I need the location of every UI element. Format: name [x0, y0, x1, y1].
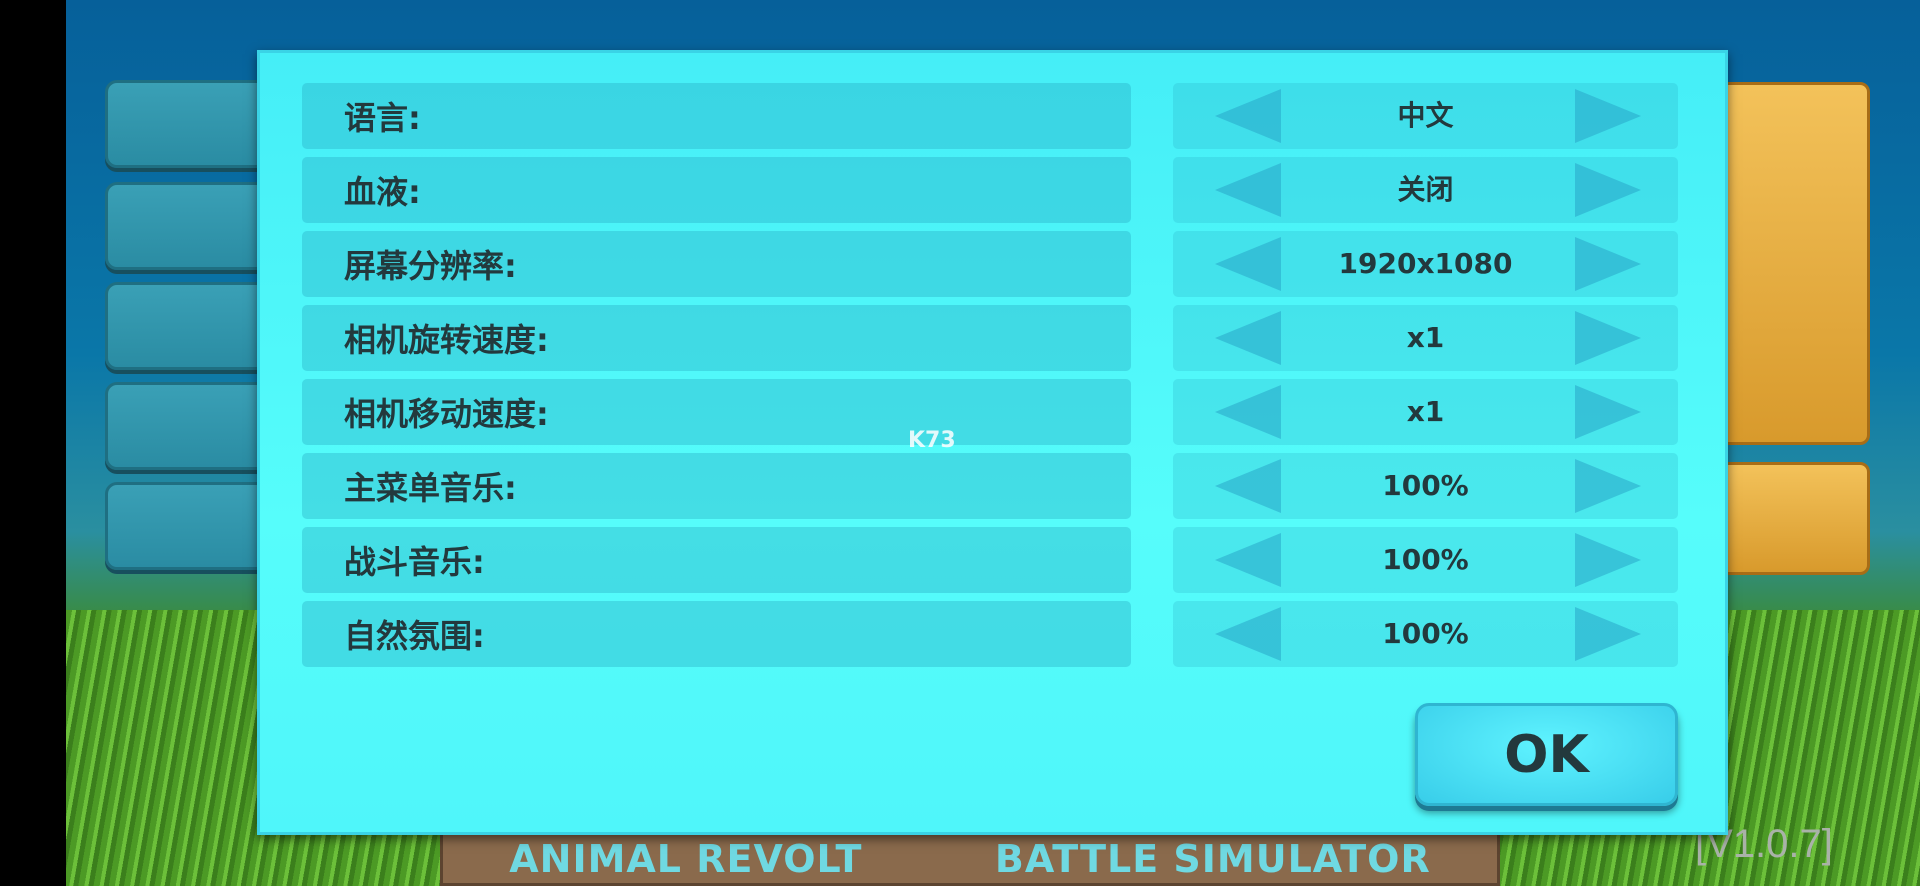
setting-selector: x1 [1173, 379, 1678, 445]
setting-value: 100% [1382, 617, 1469, 650]
arrow-left-icon[interactable] [1215, 163, 1281, 217]
setting-value: 关闭 [1397, 173, 1454, 206]
setting-label: 血液: [302, 157, 1131, 223]
settings-dialog: 语言: 中文 血液: 关闭 屏幕分辨率: 1920x1080 相机旋转速度: x… [257, 50, 1728, 835]
setting-label: 语言: [302, 83, 1131, 149]
ok-button[interactable]: OK [1415, 703, 1678, 806]
setting-row: 屏幕分辨率: 1920x1080 [302, 231, 1678, 297]
setting-value: 100% [1382, 543, 1469, 576]
arrow-left-icon[interactable] [1215, 89, 1281, 143]
logo-left-text: ANIMAL REVOLT [509, 837, 863, 881]
menu-button-4[interactable] [105, 382, 275, 470]
setting-selector: 100% [1173, 527, 1678, 593]
setting-label: 战斗音乐: [302, 527, 1131, 593]
arrow-left-icon[interactable] [1215, 533, 1281, 587]
arrow-right-icon[interactable] [1575, 385, 1641, 439]
arrow-left-icon[interactable] [1215, 607, 1281, 661]
setting-label: 相机旋转速度: [302, 305, 1131, 371]
setting-selector: 100% [1173, 453, 1678, 519]
menu-button-3[interactable] [105, 282, 275, 370]
arrow-right-icon[interactable] [1575, 237, 1641, 291]
setting-row: 相机移动速度: x1 [302, 379, 1678, 445]
arrow-left-icon[interactable] [1215, 311, 1281, 365]
arrow-left-icon[interactable] [1215, 385, 1281, 439]
setting-value: 1920x1080 [1338, 247, 1513, 280]
arrow-right-icon[interactable] [1575, 607, 1641, 661]
arrow-left-icon[interactable] [1215, 237, 1281, 291]
menu-button-1[interactable] [105, 80, 275, 168]
watermark: K73 [908, 428, 956, 453]
logo-right-text: BATTLE SIMULATOR [994, 837, 1431, 881]
setting-label: 主菜单音乐: [302, 453, 1131, 519]
setting-label: 相机移动速度: [302, 379, 1131, 445]
arrow-left-icon[interactable] [1215, 459, 1281, 513]
setting-label: 自然氛围: [302, 601, 1131, 667]
setting-row: 血液: 关闭 [302, 157, 1678, 223]
arrow-right-icon[interactable] [1575, 459, 1641, 513]
setting-row: 语言: 中文 [302, 83, 1678, 149]
setting-row: 战斗音乐: 100% [302, 527, 1678, 593]
arrow-right-icon[interactable] [1575, 163, 1641, 217]
menu-button-5[interactable] [105, 482, 275, 570]
game-logo: ANIMAL REVOLT BATTLE SIMULATOR [440, 832, 1500, 886]
arrow-right-icon[interactable] [1575, 311, 1641, 365]
setting-value: x1 [1406, 321, 1445, 354]
setting-row: 相机旋转速度: x1 [302, 305, 1678, 371]
arrow-right-icon[interactable] [1575, 533, 1641, 587]
menu-button-2[interactable] [105, 182, 275, 270]
setting-selector: 1920x1080 [1173, 231, 1678, 297]
setting-selector: x1 [1173, 305, 1678, 371]
setting-value: 中文 [1397, 99, 1454, 132]
setting-row: 主菜单音乐: 100% [302, 453, 1678, 519]
setting-value: 100% [1382, 469, 1469, 502]
featured-panel[interactable] [1715, 82, 1870, 445]
setting-selector: 中文 [1173, 83, 1678, 149]
setting-selector: 关闭 [1173, 157, 1678, 223]
setting-label: 屏幕分辨率: [302, 231, 1131, 297]
setting-row: 自然氛围: 100% [302, 601, 1678, 667]
currency-panel[interactable] [1715, 462, 1870, 575]
setting-value: x1 [1406, 395, 1445, 428]
arrow-right-icon[interactable] [1575, 89, 1641, 143]
setting-selector: 100% [1173, 601, 1678, 667]
